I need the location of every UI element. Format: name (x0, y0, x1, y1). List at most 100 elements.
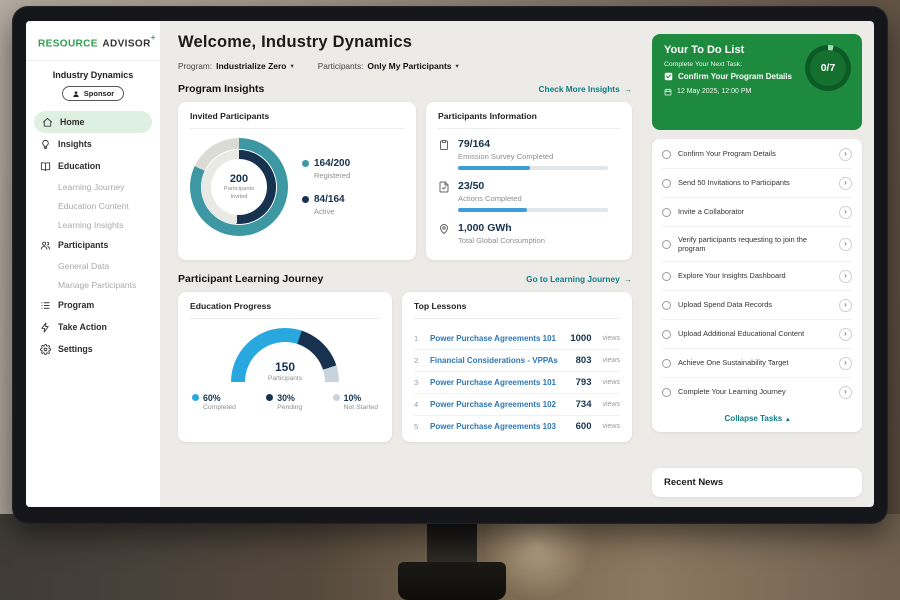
task-label: Invite a Collaborator (678, 207, 745, 217)
task-checkbox[interactable] (662, 358, 671, 368)
chevron-right-icon[interactable]: › (839, 147, 852, 161)
lesson-title-link[interactable]: Power Purchase Agreements 101 (430, 334, 556, 343)
task-checkbox[interactable] (662, 149, 671, 159)
lesson-views-suffix: views (602, 423, 620, 430)
collapse-tasks-button[interactable]: Collapse Tasks ▴ (662, 406, 852, 431)
location-pin-icon (440, 224, 448, 234)
sidebar-item-program[interactable]: Program (26, 294, 160, 316)
chevron-right-icon[interactable]: › (839, 356, 852, 370)
todo-due-label: 12 May 2025, 12:00 PM (677, 88, 752, 96)
lesson-row[interactable]: 2 Financial Considerations - VPPAs 803 vi… (414, 350, 620, 372)
todo-due-date: 12 May 2025, 12:00 PM (664, 88, 850, 96)
task-checkbox[interactable] (662, 300, 671, 310)
invited-participants-card: Invited Participants 200 Participants In… (178, 102, 416, 260)
todo-progress-ring: 0/7 (805, 45, 851, 91)
task-checkbox[interactable] (662, 387, 671, 397)
lesson-title-link[interactable]: Power Purchase Agreements 101 (430, 378, 556, 387)
task-row-confirm-program[interactable]: Confirm Your Program Details › (662, 140, 852, 169)
stat-actions-completed: 23/50 Actions Completed (438, 180, 620, 212)
chevron-right-icon[interactable]: › (839, 385, 852, 399)
card-title: Top Lessons (414, 301, 620, 319)
sidebar-item-take-action[interactable]: Take Action (26, 316, 160, 338)
participants-filter-value: Only My Participants (367, 61, 452, 71)
check-more-insights-link[interactable]: Check More Insights → (539, 84, 632, 94)
task-checkbox[interactable] (662, 271, 671, 281)
monitor-stand (427, 518, 477, 568)
task-row-explore-insights[interactable]: Explore Your Insights Dashboard › (662, 262, 852, 292)
lesson-row[interactable]: 4 Power Purchase Agreements 102 734 views (414, 394, 620, 416)
legend-label: Registered (314, 171, 351, 180)
legend-dot (192, 394, 199, 401)
todo-subtitle: Complete Your Next Task: (664, 61, 743, 68)
org-name: Industry Dynamics (52, 70, 134, 81)
lesson-title-link[interactable]: Financial Considerations - VPPAs (430, 356, 558, 365)
legend-item-registered: 164/200 Registered (302, 158, 350, 180)
gauge-center-value: 150 (274, 360, 296, 374)
sidebar-nav: Home Insights Education Learning Journey… (26, 111, 160, 360)
education-progress-gauge-chart: 150 Participants (231, 328, 339, 382)
gauge-legend: 60% Completed 30% Pending 10% (190, 393, 380, 411)
chevron-right-icon[interactable]: › (839, 298, 852, 312)
task-checkbox[interactable] (662, 207, 671, 217)
lesson-row[interactable]: 3 Power Purchase Agreements 101 793 views (414, 372, 620, 394)
todo-next-task[interactable]: Confirm Your Program Details (664, 72, 809, 82)
legend-value: 84/164 (314, 194, 345, 205)
stat-label: Actions Completed (458, 194, 522, 203)
recent-news-header[interactable]: Recent News (652, 468, 862, 497)
progress-bar (458, 208, 608, 212)
stat-emission-survey: 79/164 Emission Survey Completed (438, 138, 620, 170)
sidebar-item-settings[interactable]: Settings (26, 338, 160, 360)
sidebar-item-participants[interactable]: Participants (26, 234, 160, 256)
legend-label: Pending (277, 404, 303, 411)
task-row-send-invitations[interactable]: Send 50 Invitations to Participants › (662, 169, 852, 198)
people-icon (40, 241, 51, 250)
task-checkbox[interactable] (662, 329, 671, 339)
chevron-right-icon[interactable]: › (839, 269, 852, 283)
task-checkbox[interactable] (662, 178, 671, 188)
gauge-center: 150 Participants (231, 361, 339, 382)
program-filter-dropdown[interactable]: Program: Industrialize Zero ▾ (178, 61, 294, 71)
sidebar-item-insights[interactable]: Insights (26, 133, 160, 155)
lesson-title-link[interactable]: Power Purchase Agreements 102 (430, 400, 556, 409)
task-row-achieve-target[interactable]: Achieve One Sustainability Target › (662, 349, 852, 379)
sidebar-item-general-data[interactable]: General Data (26, 256, 160, 275)
task-row-upload-educational-content[interactable]: Upload Additional Educational Content › (662, 320, 852, 350)
legend-item-pending: 30% Pending (266, 393, 302, 411)
section-title: Program Insights (178, 83, 265, 95)
chevron-right-icon[interactable]: › (839, 176, 852, 190)
sidebar-item-label: Program (58, 300, 95, 311)
donut-legend: 164/200 Registered 84/164 Active (302, 158, 350, 216)
sidebar-item-home[interactable]: Home (34, 111, 152, 134)
task-checkbox[interactable] (662, 239, 671, 249)
education-progress-card: Education Progress 150 Participants (178, 292, 392, 442)
stat-value: 79/164 (458, 138, 491, 150)
participants-filter-dropdown[interactable]: Participants: Only My Participants ▾ (318, 61, 459, 71)
sidebar-item-learning-insights[interactable]: Learning Insights (26, 215, 160, 234)
participants-filter-label: Participants: (317, 61, 364, 71)
sidebar-item-label: Manage Participants (58, 279, 137, 290)
lesson-row[interactable]: 1 Power Purchase Agreements 101 1000 view… (414, 328, 620, 350)
task-row-invite-collaborator[interactable]: Invite a Collaborator › (662, 198, 852, 227)
sidebar-item-learning-journey[interactable]: Learning Journey (26, 177, 160, 196)
task-row-verify-participants[interactable]: Verify participants requesting to join t… (662, 227, 852, 263)
sponsor-badge[interactable]: Sponsor (61, 86, 125, 102)
task-label: Upload Spend Data Records (678, 300, 773, 310)
lesson-title-link[interactable]: Power Purchase Agreements 103 (430, 422, 556, 431)
participants-information-card: Participants Information 79/164 Emission… (426, 102, 632, 260)
bolt-icon (41, 322, 49, 333)
task-row-upload-spend-data[interactable]: Upload Spend Data Records › (662, 291, 852, 321)
task-row-complete-learning-journey[interactable]: Complete Your Learning Journey › (662, 378, 852, 406)
lesson-row[interactable]: 5 Power Purchase Agreements 103 600 views (414, 416, 620, 437)
chevron-right-icon[interactable]: › (839, 327, 852, 341)
program-filter-value: Industrialize Zero (216, 61, 287, 71)
sidebar-item-education[interactable]: Education (26, 155, 160, 177)
sidebar-item-label: Education Content (58, 200, 129, 211)
sidebar: RESOURCE ADVISOR+ Industry Dynamics Spon… (26, 21, 160, 507)
sidebar-item-education-content[interactable]: Education Content (26, 196, 160, 215)
chevron-right-icon[interactable]: › (839, 237, 852, 251)
chevron-right-icon[interactable]: › (839, 205, 852, 219)
sidebar-item-manage-participants[interactable]: Manage Participants (26, 275, 160, 294)
arrow-right-icon: → (623, 84, 632, 94)
go-to-learning-journey-link[interactable]: Go to Learning Journey → (526, 274, 632, 284)
learning-journey-header: Participant Learning Journey Go to Learn… (178, 273, 632, 285)
